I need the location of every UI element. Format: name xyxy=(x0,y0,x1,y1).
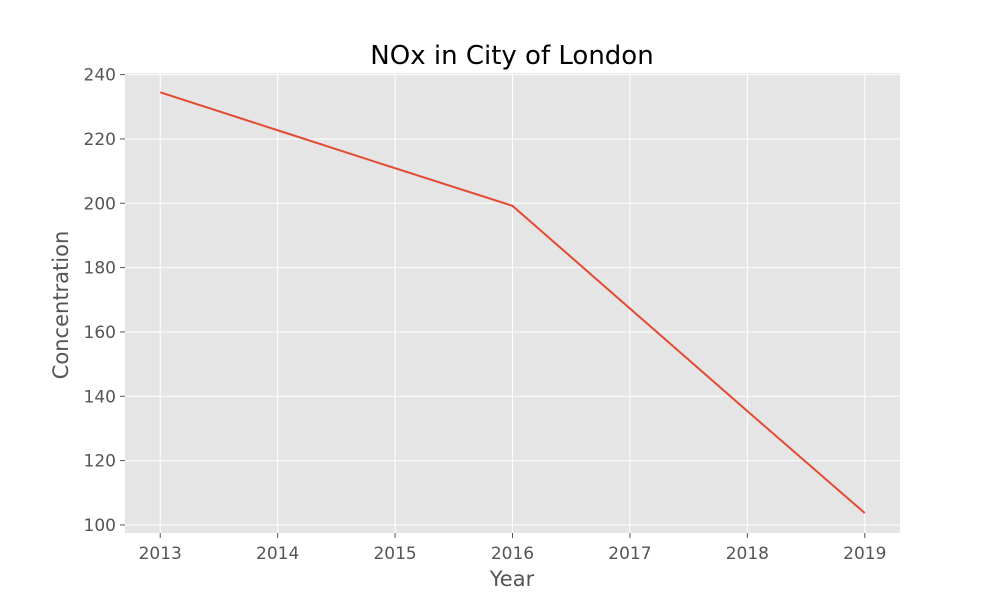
x-tick-label: 2015 xyxy=(373,544,416,564)
chart-title: NOx in City of London xyxy=(370,41,653,71)
x-tick-label: 2014 xyxy=(256,544,299,564)
x-tick-label: 2017 xyxy=(608,544,651,564)
axis-ticks: 2013 2014 2015 2016 2017 2018 2019 100 120 140 160… xyxy=(84,66,887,564)
y-tick-label: 160 xyxy=(84,323,116,343)
y-tick-label: 220 xyxy=(84,130,116,150)
x-axis-label: Year xyxy=(489,567,535,591)
y-tick-label: 180 xyxy=(84,259,116,279)
x-tick-label: 2016 xyxy=(491,544,534,564)
y-tick-label: 100 xyxy=(84,516,116,536)
y-tick-label: 200 xyxy=(84,194,116,214)
x-tick-label: 2018 xyxy=(726,544,769,564)
series-line xyxy=(159,91,866,514)
y-tick-label: 140 xyxy=(84,387,116,407)
y-axis-label: Concentration xyxy=(49,231,73,380)
grid-lines xyxy=(125,73,900,533)
x-tick-label: 2019 xyxy=(843,544,886,564)
series-layer xyxy=(159,91,866,514)
y-tick-label: 120 xyxy=(84,452,116,472)
x-tick-label: 2013 xyxy=(139,544,182,564)
y-tick-label: 240 xyxy=(84,66,116,86)
